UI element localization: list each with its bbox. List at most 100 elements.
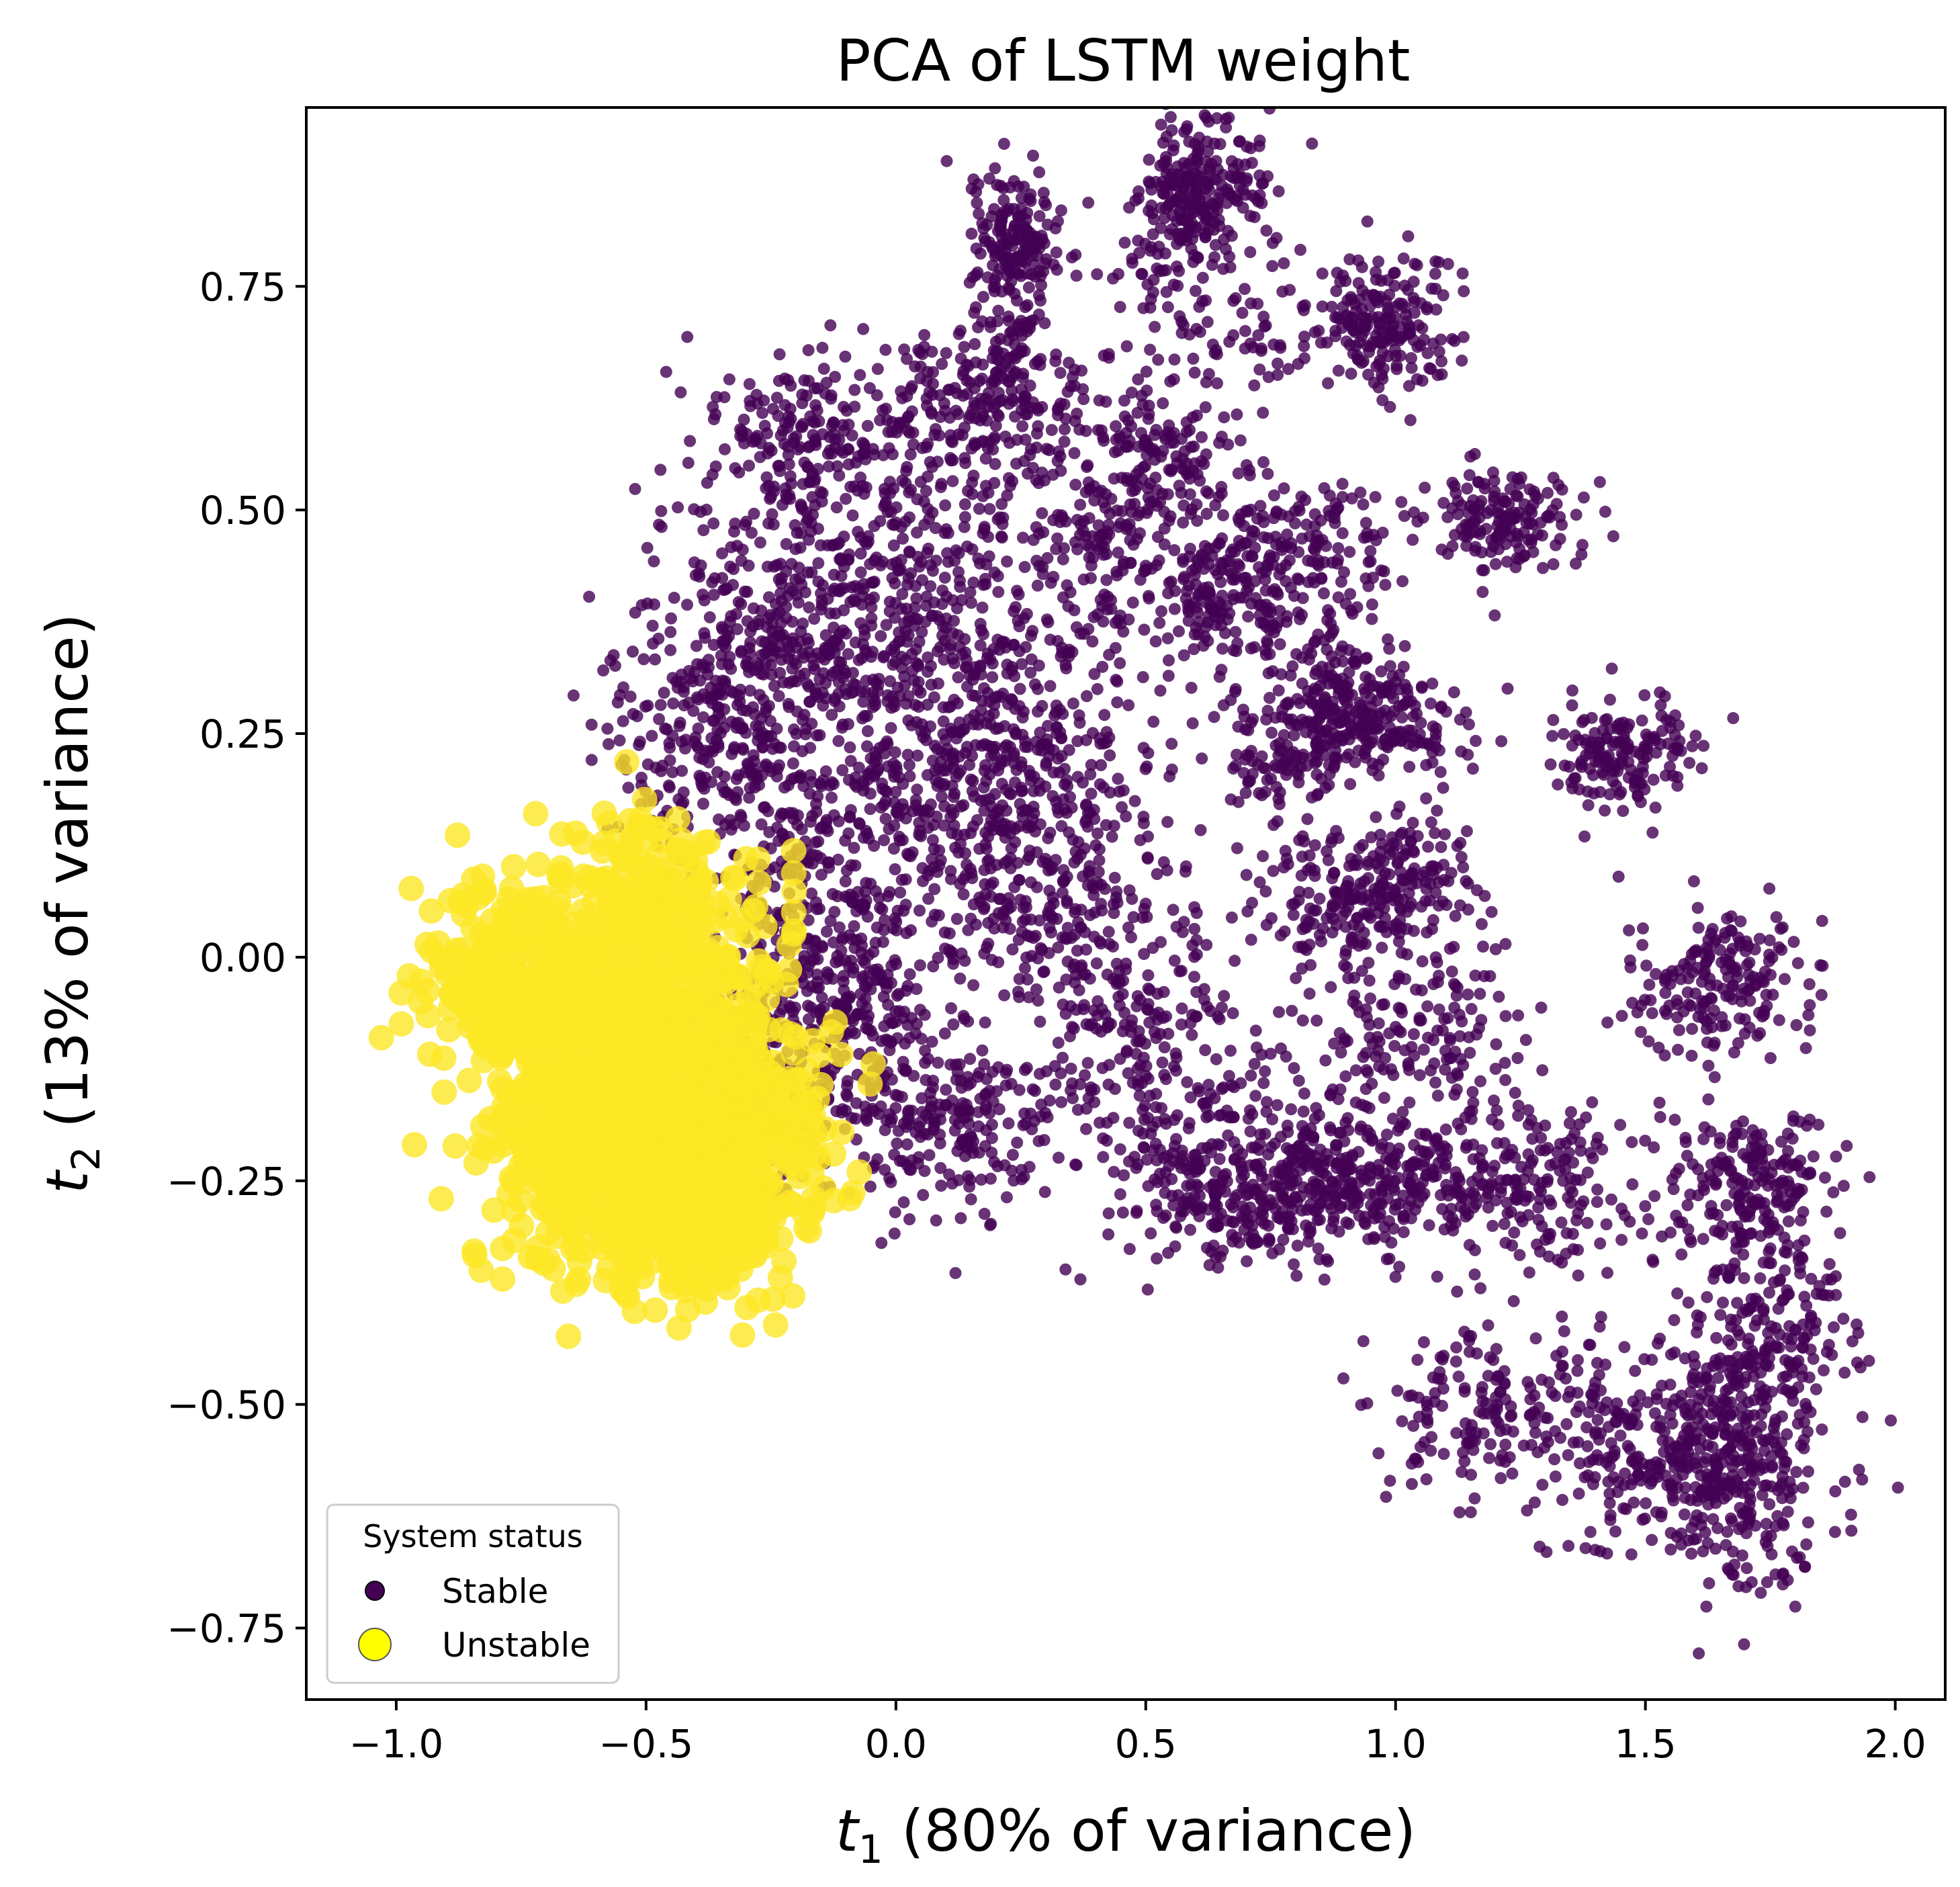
data-point-stable <box>740 705 753 717</box>
data-point-stable <box>855 685 868 698</box>
data-point-stable <box>976 217 989 230</box>
data-point-stable <box>991 408 1004 421</box>
data-point-stable <box>877 936 889 949</box>
data-point-stable <box>684 435 697 447</box>
data-point-stable <box>1617 805 1630 818</box>
data-point-stable <box>1024 380 1036 392</box>
data-point-stable <box>888 820 901 832</box>
data-point-stable <box>1008 175 1020 187</box>
data-point-stable <box>716 781 729 793</box>
data-point-stable <box>938 653 950 666</box>
data-point-stable <box>1037 738 1050 750</box>
data-point-stable <box>1240 504 1253 517</box>
data-point-stable <box>1261 468 1274 480</box>
data-point-stable <box>1157 136 1169 149</box>
data-point-stable <box>1217 699 1230 711</box>
data-point-stable <box>1659 987 1672 999</box>
data-point-stable <box>848 842 860 854</box>
data-point-stable <box>1374 845 1387 858</box>
data-point-stable <box>1432 876 1445 889</box>
data-point-stable <box>1431 1090 1444 1102</box>
data-point-stable <box>1360 751 1372 764</box>
data-point-stable <box>1464 450 1477 463</box>
data-point-stable <box>1593 476 1606 488</box>
data-point-stable <box>1095 759 1108 771</box>
data-point-stable <box>1379 578 1392 591</box>
data-point-stable <box>1281 528 1294 541</box>
data-point-stable <box>1425 697 1437 710</box>
data-point-stable <box>1272 357 1284 370</box>
data-point-stable <box>1188 922 1201 935</box>
data-point-stable <box>1253 876 1266 889</box>
data-point-stable <box>1681 986 1694 999</box>
data-point-stable <box>1294 613 1306 625</box>
data-point-stable <box>1202 487 1214 500</box>
data-point-stable <box>958 521 971 533</box>
data-point-stable <box>1474 525 1486 537</box>
data-point-stable <box>845 1025 858 1038</box>
data-point-stable <box>796 397 809 410</box>
data-point-stable <box>968 382 981 395</box>
data-point-stable <box>1300 726 1312 739</box>
data-point-stable <box>1237 183 1249 196</box>
data-point-stable <box>1290 718 1302 731</box>
data-point-stable <box>1016 531 1029 544</box>
data-point-stable <box>1072 836 1085 848</box>
data-point-stable <box>964 586 977 599</box>
data-point-stable <box>898 679 911 692</box>
data-point-stable <box>780 537 793 550</box>
data-point-stable <box>933 777 946 789</box>
data-point-stable <box>1731 971 1744 983</box>
data-point-stable <box>1473 498 1486 511</box>
data-point-stable <box>1095 897 1108 910</box>
data-point-stable <box>1358 683 1370 695</box>
data-point-stable <box>716 547 728 560</box>
data-point-stable <box>987 344 1000 357</box>
data-point-stable <box>1173 189 1186 202</box>
data-point-stable <box>1160 286 1173 298</box>
data-point-stable <box>896 474 909 487</box>
data-point-stable <box>660 365 672 378</box>
data-point-stable <box>805 517 817 529</box>
data-point-stable <box>1392 700 1405 713</box>
data-point-stable <box>721 582 733 595</box>
data-point-stable <box>900 927 913 939</box>
data-point-stable <box>1083 972 1096 985</box>
data-point-stable <box>766 508 778 521</box>
data-point-stable <box>1012 210 1024 223</box>
data-point-stable <box>1083 484 1096 496</box>
data-point-stable <box>1001 658 1014 671</box>
data-point-stable <box>1095 484 1108 497</box>
data-point-stable <box>1636 938 1649 951</box>
data-point-stable <box>1364 340 1377 353</box>
data-point-stable <box>744 636 757 649</box>
data-point-stable <box>1313 892 1326 905</box>
data-point-stable <box>1127 538 1140 551</box>
data-point-stable <box>1017 902 1030 914</box>
data-point-stable <box>1028 771 1040 783</box>
data-point-stable <box>1083 512 1096 525</box>
data-point-stable <box>1098 541 1110 554</box>
data-point-stable <box>898 416 911 429</box>
data-point-stable <box>1138 948 1151 961</box>
data-point-stable <box>1016 915 1029 928</box>
data-point-stable <box>1036 507 1049 519</box>
data-point-stable <box>965 182 978 195</box>
data-point-stable <box>1004 922 1016 935</box>
data-point-stable <box>1257 850 1269 863</box>
data-point-stable <box>916 718 928 731</box>
data-point-stable <box>920 485 932 497</box>
data-point-stable <box>1770 911 1783 924</box>
data-point-stable <box>1225 911 1238 924</box>
data-point-stable <box>1423 739 1435 752</box>
data-point-stable <box>890 916 903 928</box>
data-point-stable <box>924 580 937 593</box>
data-point-stable <box>761 427 773 440</box>
data-point-stable <box>668 591 680 604</box>
data-point-stable <box>1395 726 1407 738</box>
data-point-stable <box>1263 107 1276 115</box>
data-point-stable <box>713 685 726 698</box>
data-point-stable <box>1212 537 1225 550</box>
data-point-stable <box>1640 959 1653 972</box>
data-point-stable <box>823 444 836 457</box>
